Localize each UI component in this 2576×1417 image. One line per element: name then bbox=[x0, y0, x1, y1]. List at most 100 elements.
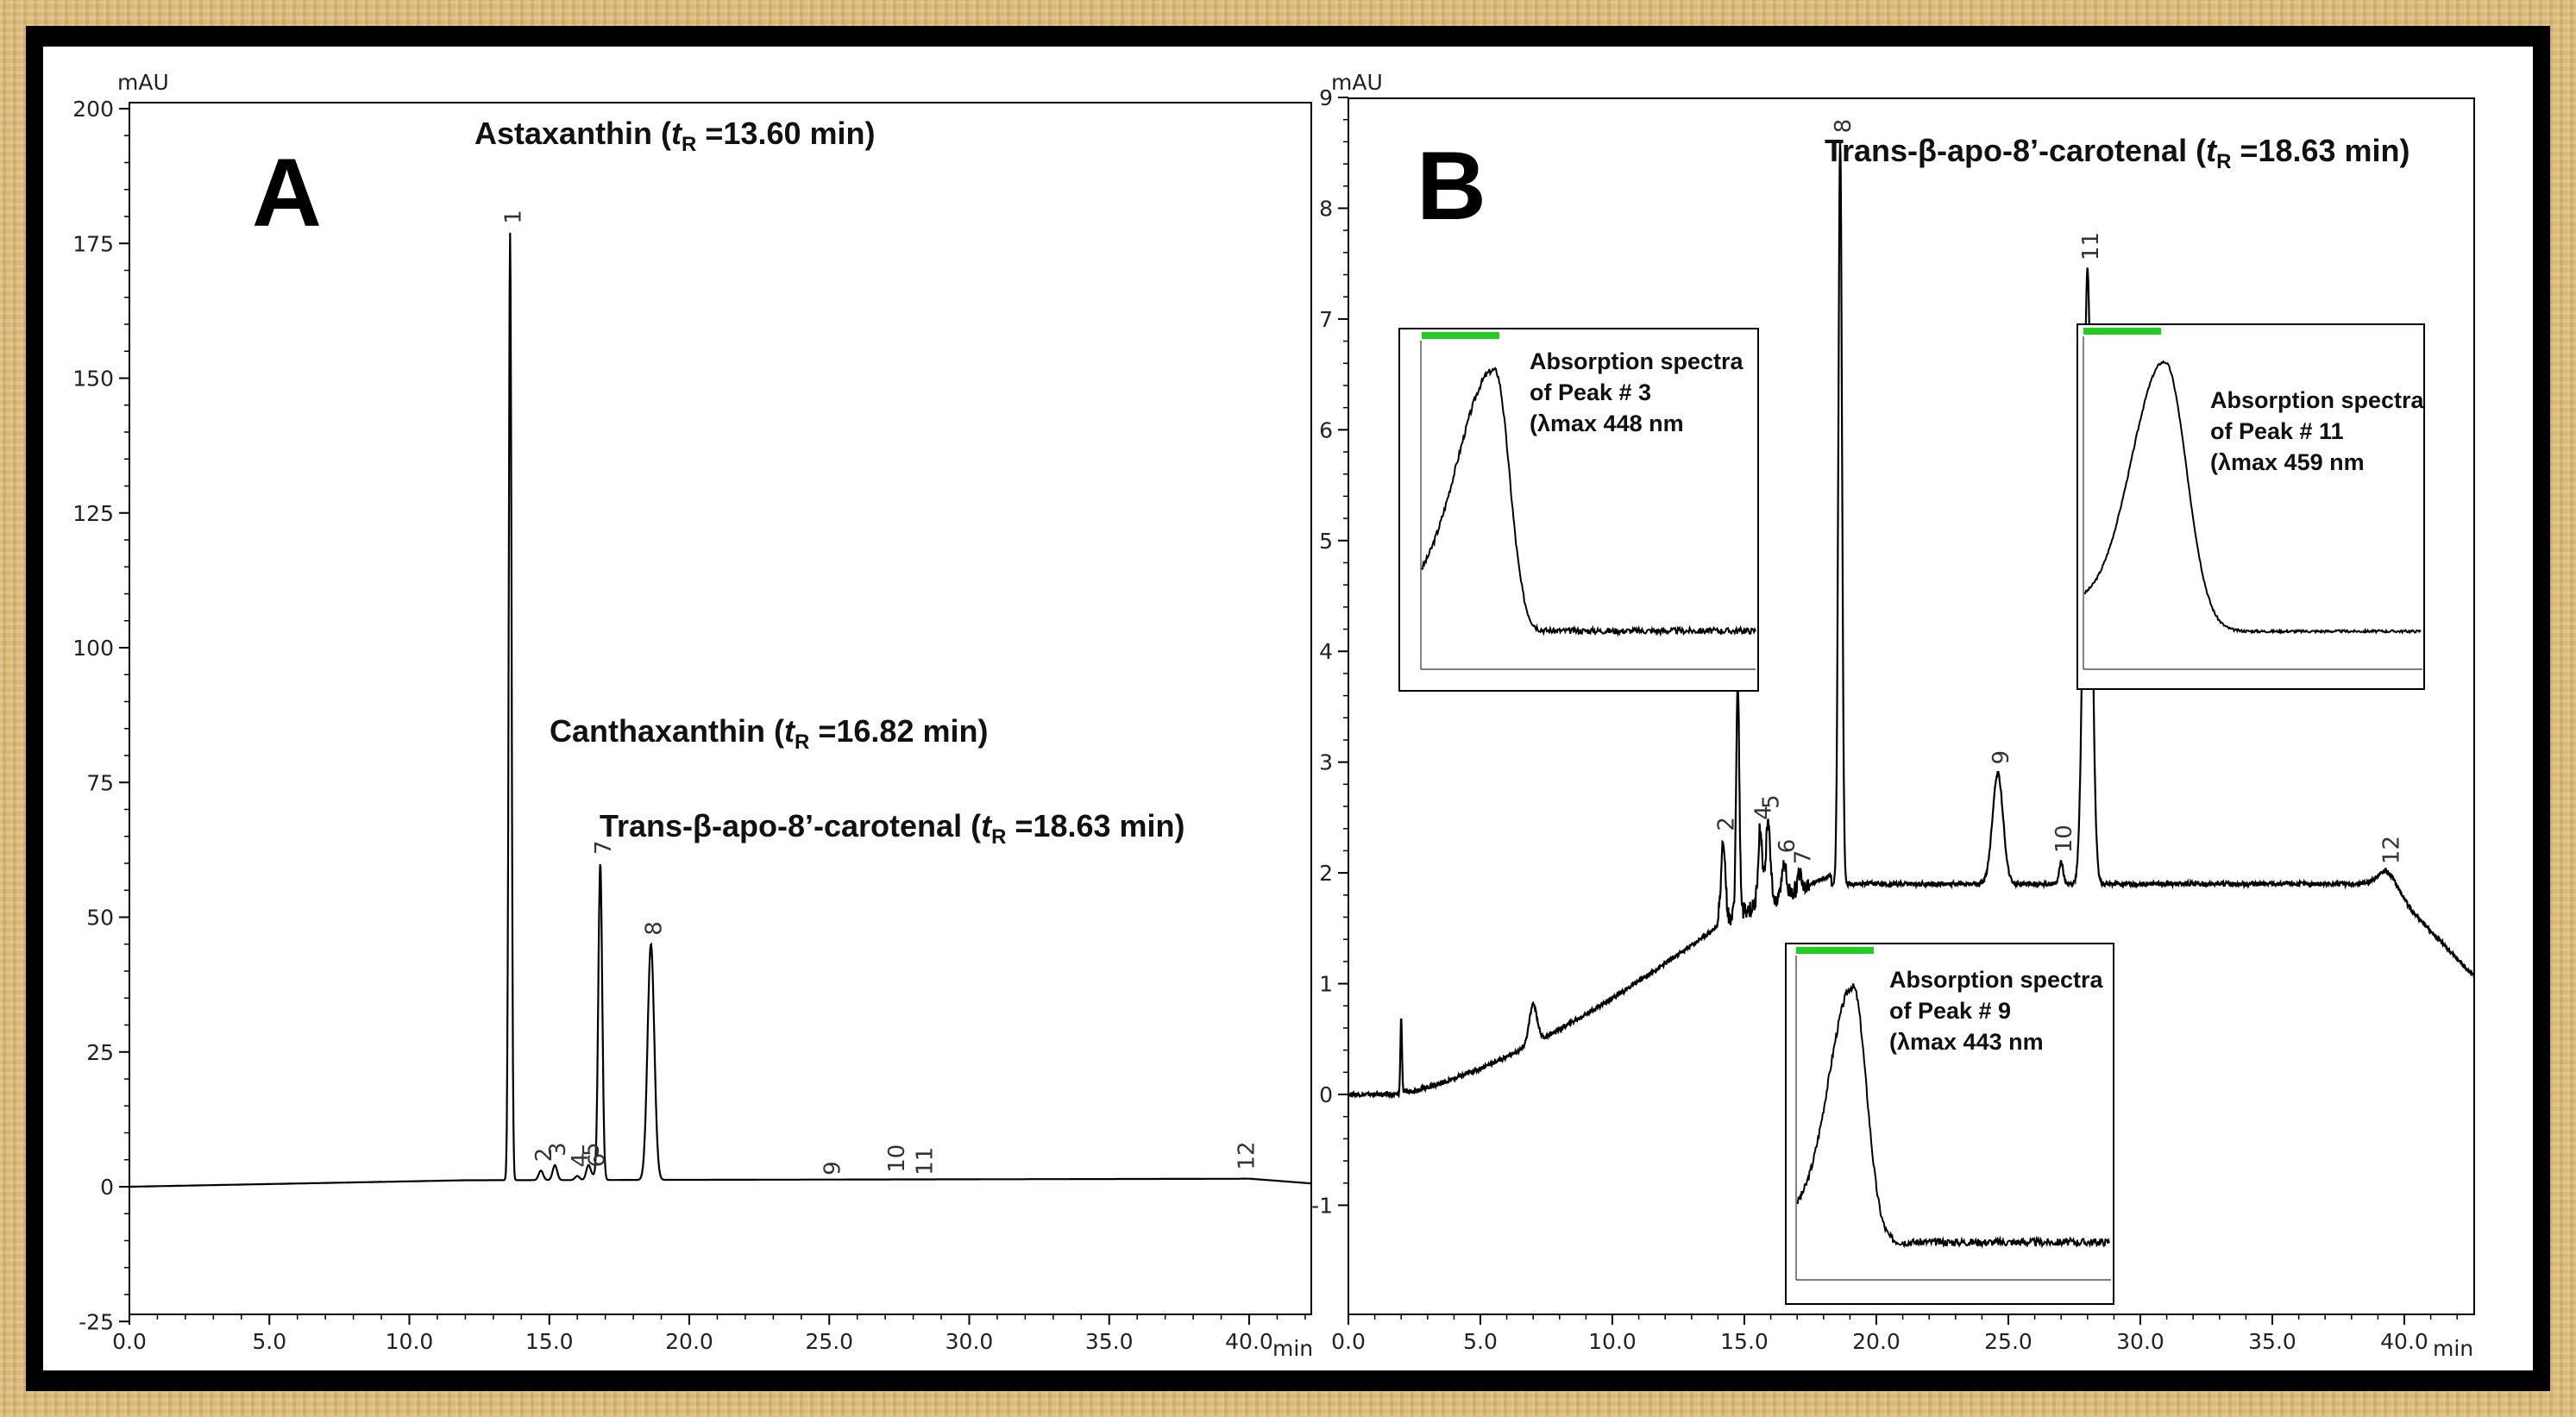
y-tick-label: 6 bbox=[1319, 417, 1333, 442]
y-tick-label: 175 bbox=[72, 231, 114, 256]
y-tick-label: 2 bbox=[1319, 861, 1333, 886]
annotation-astaxanthin-sub: R bbox=[682, 133, 696, 156]
inset-peak-9-line3: (λmax 443 nm bbox=[1889, 1029, 2044, 1055]
panel-b-plot-frame bbox=[1348, 97, 2475, 1315]
x-tick-label: 5.0 bbox=[252, 1329, 286, 1354]
peak-number-label: 10 bbox=[2051, 824, 2077, 853]
inset-peak-3-line2: of Peak # 3 bbox=[1530, 379, 1651, 405]
peak-number-label: 7 bbox=[591, 840, 617, 855]
y-tick-label: 3 bbox=[1319, 750, 1333, 775]
panel-a-plot-frame bbox=[129, 102, 1312, 1315]
y-tick-label: 50 bbox=[86, 906, 114, 931]
peak-number-label: 3 bbox=[545, 1142, 571, 1157]
annotation-canthaxanthin: Canthaxanthin (tR =16.82 min) bbox=[550, 713, 988, 754]
annotation-a-apocarotenal-t: t bbox=[981, 808, 993, 843]
peak-number-label: 11 bbox=[2078, 232, 2104, 260]
inset-peak-9-line1: Absorption spectra bbox=[1889, 967, 2104, 993]
annotation-a-apocarotenal-value: =18.63 min) bbox=[1006, 808, 1184, 843]
annotation-astaxanthin: Astaxanthin (tR =13.60 min) bbox=[474, 116, 875, 156]
inset-peak-3-green-bar bbox=[1422, 332, 1499, 339]
peak-number-label: 4 bbox=[568, 1153, 594, 1168]
inset-peak-11-spectrum bbox=[2083, 360, 2422, 635]
annotation-a-apocarotenal: Trans-β-apo-8’-carotenal (tR =18.63 min) bbox=[600, 808, 1185, 849]
peak-number-label: 12 bbox=[2379, 836, 2405, 864]
annotation-a-apocarotenal-name: Trans-β-apo-8’-carotenal ( bbox=[600, 808, 981, 843]
y-tick-label: 25 bbox=[86, 1040, 114, 1065]
panel-a-x-unit: min bbox=[1272, 1336, 1313, 1361]
peak-number-label: 2 bbox=[1714, 817, 1740, 831]
y-tick-label: 75 bbox=[86, 770, 114, 795]
peak-number-label: 8 bbox=[1831, 119, 1857, 134]
annotation-canthaxanthin-value: =16.82 min) bbox=[809, 713, 988, 749]
panel-a: 0.0 5.0 10.0 15.0 20.0 25.0 30.0 35.0 40.0200175… bbox=[72, 70, 1313, 1361]
x-tick-label: 30.0 bbox=[2116, 1329, 2164, 1354]
annotation-astaxanthin-t: t bbox=[671, 116, 683, 151]
panel-b: 0.0 5.0 10.0 15.0 20.0 25.0 30.0 35.0 40.0987654… bbox=[1311, 70, 2475, 1361]
x-tick-label: 25.0 bbox=[1984, 1329, 2033, 1354]
annotation-b-apocarotenal-value: =18.63 min) bbox=[2231, 133, 2410, 168]
inset-peak-9-line2: of Peak # 9 bbox=[1889, 998, 2011, 1024]
annotation-astaxanthin-value: =13.60 min) bbox=[696, 116, 875, 151]
figure-canvas: 0.0 5.0 10.0 15.0 20.0 25.0 30.0 35.0 40.0 200 175… bbox=[43, 47, 2533, 1370]
inset-peak-3-spectrum bbox=[1421, 367, 1756, 637]
inset-peak-9-green-bar bbox=[1796, 947, 1874, 954]
y-tick-label: 0 bbox=[1319, 1082, 1333, 1107]
x-tick-label: 35.0 bbox=[1085, 1329, 1134, 1354]
x-tick-label: 40.0 bbox=[2380, 1329, 2428, 1354]
x-tick-label: 35.0 bbox=[2248, 1329, 2296, 1354]
y-tick-label: -25 bbox=[79, 1309, 114, 1334]
peak-number-label: 6 bbox=[1775, 839, 1800, 854]
x-tick-label: 15.0 bbox=[1720, 1329, 1769, 1354]
x-tick-label: 20.0 bbox=[665, 1329, 713, 1354]
x-tick-label: 15.0 bbox=[525, 1329, 574, 1354]
x-tick-label: 40.0 bbox=[1225, 1329, 1273, 1354]
inset-peak-11-line2: of Peak # 11 bbox=[2210, 418, 2344, 444]
y-tick-label: 1 bbox=[1319, 972, 1333, 997]
inset-peak-9-spectrum bbox=[1796, 983, 2110, 1249]
annotation-b-apocarotenal: Trans-β-apo-8’-carotenal (tR =18.63 min) bbox=[1825, 133, 2410, 173]
annotation-b-apocarotenal-name: Trans-β-apo-8’-carotenal ( bbox=[1825, 133, 2206, 168]
x-tick-label: 30.0 bbox=[946, 1329, 994, 1354]
panel-a-letter: A bbox=[252, 139, 322, 247]
peak-number-label: 8 bbox=[642, 921, 668, 936]
peak-number-label: 9 bbox=[1989, 750, 2014, 765]
x-tick-label: 5.0 bbox=[1463, 1329, 1498, 1354]
panel-b-y-unit: mAU bbox=[1331, 70, 1383, 95]
y-tick-label: 200 bbox=[72, 97, 114, 122]
inset-peak-11-frame bbox=[2077, 323, 2425, 690]
y-tick-label: 8 bbox=[1319, 196, 1333, 221]
annotation-canthaxanthin-sub: R bbox=[795, 730, 809, 754]
peak-number-label: 5 bbox=[1759, 794, 1785, 809]
annotation-b-apocarotenal-t: t bbox=[2206, 133, 2218, 168]
peak-number-label: 10 bbox=[884, 1144, 910, 1173]
x-tick-label: 20.0 bbox=[1852, 1329, 1901, 1354]
x-tick-label: 10.0 bbox=[386, 1329, 434, 1354]
panel-b-x-unit: min bbox=[2433, 1336, 2473, 1361]
inset-peak-9: Absorption spectra of Peak # 9 (λmax 443… bbox=[1785, 943, 2114, 1305]
y-tick-label: 0 bbox=[100, 1175, 114, 1200]
y-tick-label: 7 bbox=[1319, 307, 1333, 332]
peak-number-label: 2 bbox=[531, 1148, 557, 1163]
panel-b-trace bbox=[1347, 141, 2475, 1100]
inset-peak-3-line3: (λmax 448 nm bbox=[1530, 411, 1684, 436]
inset-peak-3: Absorption spectra of Peak # 3 (λmax 448… bbox=[1398, 328, 1759, 692]
inset-peak-3-line1: Absorption spectra bbox=[1530, 348, 1744, 374]
x-tick-label: 25.0 bbox=[805, 1329, 853, 1354]
peak-number-label: 4 bbox=[1750, 806, 1776, 820]
panel-b-axes: 0.0 5.0 10.0 15.0 20.0 25.0 30.0 35.0 40.0987654… bbox=[1311, 85, 2458, 1354]
peak-number-label: 12 bbox=[1235, 1142, 1260, 1170]
panel-a-trace bbox=[129, 232, 1311, 1188]
annotation-canthaxanthin-t: t bbox=[784, 713, 796, 749]
x-tick-label: 10.0 bbox=[1588, 1329, 1637, 1354]
annotation-b-apocarotenal-sub: R bbox=[2216, 150, 2231, 173]
annotation-a-apocarotenal-sub: R bbox=[991, 825, 1006, 849]
y-tick-label: 150 bbox=[72, 367, 114, 392]
peak-number-label: 6 bbox=[585, 1153, 611, 1168]
annotation-canthaxanthin-name: Canthaxanthin ( bbox=[550, 713, 784, 749]
panel-b-letter: B bbox=[1417, 132, 1486, 240]
y-tick-label: 4 bbox=[1319, 639, 1333, 664]
peak-number-label: 1 bbox=[500, 210, 526, 224]
peak-number-label: 11 bbox=[912, 1147, 938, 1176]
